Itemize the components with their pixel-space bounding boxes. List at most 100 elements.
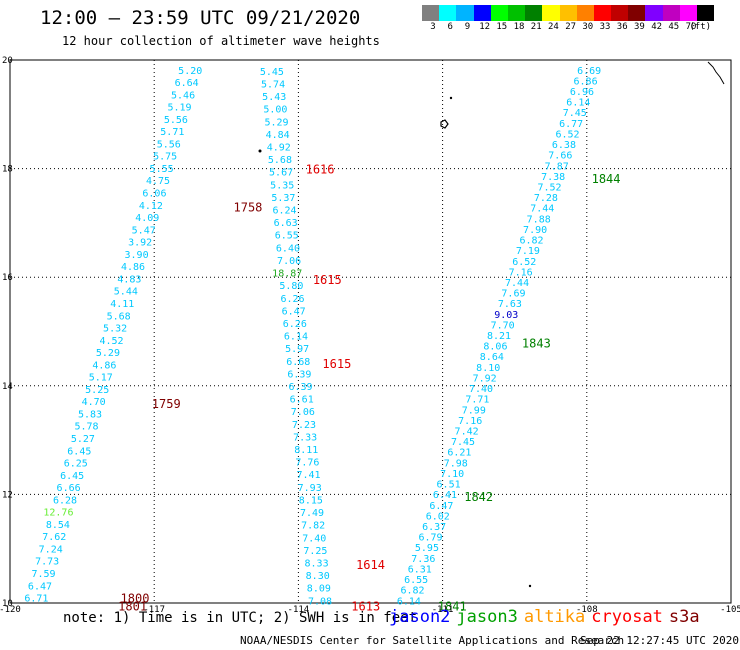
wave-height-value: 5.67 — [269, 168, 293, 179]
colorbar-label: 3 — [430, 22, 436, 32]
wave-height-value: 8.15 — [299, 495, 323, 506]
wave-height-value: 7.70 — [491, 320, 515, 331]
time-label: 1613 — [351, 600, 380, 614]
footnote: note: 1) Time is in UTC; 2) SWH is in fe… — [63, 610, 418, 626]
colorbar-swatch — [662, 5, 680, 21]
wave-height-value: 6.39 — [288, 382, 312, 393]
wave-height-value: 7.90 — [523, 225, 547, 236]
wave-height-value: 5.97 — [285, 344, 309, 355]
colorbar-swatch — [559, 5, 577, 21]
lon-tick-label: -108 — [576, 605, 598, 615]
wave-height-value: 5.29 — [264, 117, 288, 128]
wave-height-value: 7.24 — [39, 544, 63, 555]
wave-height-value: 3.90 — [125, 250, 149, 261]
wave-height-value: 6.47 — [429, 501, 453, 512]
wave-height-value: 6.82 — [400, 586, 424, 597]
colorbar-swatch — [525, 5, 543, 21]
wave-height-value: 5.78 — [74, 422, 98, 433]
wave-height-value: 7.06 — [291, 407, 315, 418]
wave-height-value: 7.33 — [293, 432, 317, 443]
wave-height-value: 7.73 — [35, 557, 59, 568]
wave-height-value: 5.00 — [263, 105, 287, 116]
time-label: 1615 — [322, 357, 351, 371]
time-label: 1758 — [234, 201, 263, 215]
colorbar-swatch — [645, 5, 663, 21]
wave-height-value: 7.62 — [42, 532, 66, 543]
legend-item-altika: altika — [523, 607, 586, 627]
wave-height-value: 6.52 — [512, 257, 536, 268]
wave-height-value: 5.20 — [178, 66, 202, 77]
lat-tick-label: 12 — [2, 490, 13, 500]
wave-height-value: 7.45 — [563, 108, 587, 119]
coastline — [707, 61, 725, 85]
wave-height-value: 6.71 — [24, 594, 48, 605]
wave-height-value: 6.14 — [284, 332, 308, 343]
wave-height-value: 7.88 — [527, 214, 551, 225]
island — [440, 119, 449, 129]
lat-tick-label: 18 — [2, 165, 13, 175]
wave-height-value: 6.41 — [433, 490, 457, 501]
wave-height-value: 5.68 — [268, 155, 292, 166]
wave-height-value: 3.92 — [128, 238, 152, 249]
wave-height-value: 5.83 — [78, 409, 102, 420]
wave-height-value: 7.59 — [32, 569, 56, 580]
wave-height-value: 7.52 — [537, 182, 561, 193]
wave-height-value: 7.92 — [473, 373, 497, 384]
wave-height-value: 6.45 — [67, 446, 91, 457]
wave-height-value: 6.51 — [437, 480, 461, 491]
time-label: 1841 — [438, 600, 467, 614]
colorbar-swatch — [576, 5, 594, 21]
map-subtitle: 12 hour collection of altimeter wave hei… — [62, 34, 380, 48]
wave-height-value: 5.71 — [160, 127, 184, 138]
wave-height-value: 7.23 — [292, 420, 316, 431]
wave-height-value: 5.25 — [85, 385, 109, 396]
wave-height-value: 7.82 — [301, 521, 325, 532]
wave-height-value: 7.98 — [444, 458, 468, 469]
wave-height-value: 8.21 — [487, 331, 511, 342]
wave-height-value: 7.06 — [277, 256, 301, 267]
wave-height-value: 6.79 — [419, 533, 443, 544]
credit-line: NOAA/NESDIS Center for Satellite Applica… — [240, 634, 625, 647]
legend-item-cryosat: cryosat — [591, 607, 663, 627]
colorbar-swatch — [473, 5, 491, 21]
island — [528, 584, 532, 588]
lon-tick-label: -111 — [432, 605, 454, 615]
wave-height-value: 5.74 — [261, 79, 285, 90]
wave-height-value: 5.47 — [132, 225, 156, 236]
wave-height-value: 5.32 — [103, 324, 127, 335]
wave-height-value: 6.82 — [519, 236, 543, 247]
wave-height-value: 6.61 — [290, 395, 314, 406]
wave-height-value: 6.14 — [566, 98, 590, 109]
wave-height-value: 7.42 — [455, 427, 479, 438]
satellite-legend: jason2 jason3 altika cryosat s3a — [389, 607, 706, 627]
colorbar-label: 12 — [479, 22, 491, 32]
wave-height-value: 4.86 — [92, 360, 116, 371]
wave-height-value: 7.45 — [451, 437, 475, 448]
wave-height-value: 7.10 — [440, 469, 464, 480]
wave-height-value: 9.03 — [494, 310, 518, 321]
lat-tick-label: 10 — [2, 599, 13, 609]
wave-height-value: 6.37 — [422, 522, 446, 533]
wave-height-value: 6.45 — [60, 471, 84, 482]
wave-height-value: 5.43 — [262, 92, 286, 103]
island — [258, 149, 262, 153]
wave-height-value: 6.39 — [287, 369, 311, 380]
time-label: 1844 — [592, 172, 621, 186]
wave-height-value: 7.38 — [541, 172, 565, 183]
wave-height-value: 7.44 — [530, 204, 554, 215]
lon-tick-label: -117 — [143, 605, 165, 615]
lon-tick-label: -120 — [0, 605, 21, 615]
colorbar-swatch — [439, 5, 457, 21]
colorbar-label: 70 — [685, 22, 697, 32]
legend-item-jason3: jason3 — [456, 607, 518, 627]
wave-height-value: 7.63 — [498, 299, 522, 310]
wave-height-value: 5.68 — [107, 311, 131, 322]
wave-height-value: 7.36 — [411, 554, 435, 565]
wave-height-value: 6.68 — [286, 357, 310, 368]
colorbar-label: 45 — [668, 22, 680, 32]
wave-height-value: 6.86 — [574, 76, 598, 87]
colorbar-swatch — [542, 5, 560, 21]
wave-height-value: 6.38 — [552, 140, 576, 151]
wave-height-value: 5.35 — [270, 180, 294, 191]
wave-height-value: 8.64 — [480, 352, 504, 363]
